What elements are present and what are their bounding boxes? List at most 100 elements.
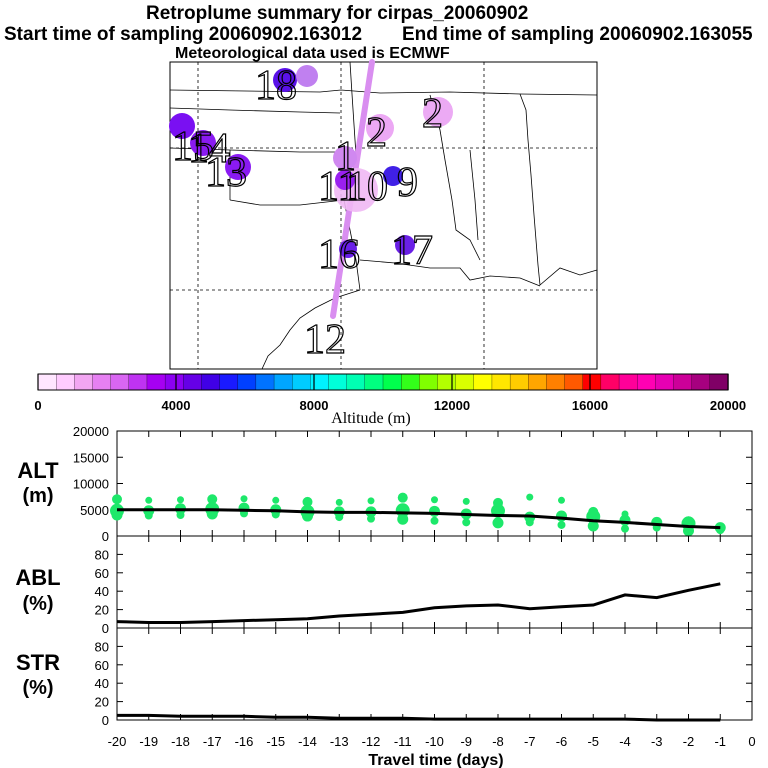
- cluster-label: 15: [172, 124, 214, 170]
- altitude-point: [144, 511, 153, 520]
- cluster-dot: [423, 97, 453, 127]
- colorbar-tick-label: 20000: [710, 398, 746, 413]
- cluster-label: 13: [205, 150, 247, 196]
- alt-panel: 20000 15000 10000 5000 0: [73, 424, 753, 544]
- colorbar-swatch: [292, 373, 312, 391]
- x-tick-label: -10: [425, 734, 444, 749]
- colorbar-swatch: [92, 373, 112, 391]
- met-data-label: Meteorological data used is ECMWF: [175, 45, 450, 62]
- colorbar-swatch: [473, 373, 493, 391]
- altitude-point: [525, 518, 534, 527]
- colorbar-tick-label: 12000: [434, 398, 470, 413]
- cluster-label-group: 18 2 2 15 14 13 1 10 9 11 16 17 12: [171, 62, 443, 363]
- y-tick-label: 0: [102, 529, 109, 544]
- y-tick-label: 20000: [73, 424, 109, 439]
- cluster-dot: [335, 170, 355, 190]
- colorbar-swatch: [419, 373, 439, 391]
- altitude-point: [526, 493, 534, 501]
- x-tick-label: -13: [330, 734, 349, 749]
- altitude-point: [397, 492, 408, 503]
- str-label: STR: [16, 650, 60, 675]
- colorbar-swatch: [509, 373, 529, 391]
- cluster-dot: [383, 166, 403, 186]
- colorbar-swatch: [110, 373, 130, 391]
- colorbar-tick-labels: 0 4000 8000 12000 16000 20000: [34, 374, 746, 413]
- altitude-point: [429, 505, 440, 517]
- alt-series-line: [117, 508, 721, 530]
- y-tick-label: 0: [102, 621, 109, 636]
- altitude-point: [587, 520, 599, 532]
- y-tick-label: 80: [95, 639, 109, 654]
- y-tick-label: 5000: [80, 503, 109, 518]
- altitude-point: [272, 496, 280, 504]
- colorbar-swatch: [673, 373, 693, 391]
- x-tick-label: -14: [298, 734, 317, 749]
- altitude-point: [145, 496, 153, 504]
- colorbar-swatch: [128, 373, 148, 391]
- end-time-label: End time of sampling 20060902.163055: [402, 24, 753, 45]
- altitude-point: [431, 496, 438, 504]
- start-time-label: Start time of sampling 20060902.163012: [4, 24, 363, 45]
- cluster-label: 2: [366, 110, 387, 156]
- colorbar-swatch: [582, 373, 602, 391]
- cluster-dot: [273, 68, 297, 92]
- altitude-point: [111, 509, 123, 521]
- colorbar-swatch: [455, 373, 475, 391]
- colorbar-swatch: [709, 373, 729, 391]
- cluster-dot: [339, 240, 357, 258]
- colorbar-swatch: [74, 373, 94, 391]
- colorbar-swatch: [691, 373, 711, 391]
- x-tick-label: -7: [524, 734, 536, 749]
- x-tick-label: -9: [460, 734, 472, 749]
- map-grid: [170, 62, 597, 369]
- colorbar-swatch: [546, 373, 566, 391]
- x-tick-label: -4: [619, 734, 631, 749]
- colorbar-swatch: [164, 373, 184, 391]
- cluster-label: 16: [318, 232, 360, 278]
- cluster-dot: [190, 130, 216, 156]
- x-tick-label: -8: [492, 734, 504, 749]
- colorbar-swatch: [564, 373, 584, 391]
- y-tick-label: 0: [102, 713, 109, 728]
- altitude-point: [492, 517, 504, 529]
- altitude-point: [621, 524, 629, 533]
- y-tick-label: 60: [95, 566, 109, 581]
- x-tick-label: -20: [108, 734, 127, 749]
- y-tick-label: 20: [95, 603, 109, 618]
- x-tick-label: -6: [556, 734, 568, 749]
- str-unit-label: (%): [22, 677, 53, 699]
- altitude-point: [207, 494, 218, 505]
- map-frame: [169, 61, 598, 370]
- cluster-label: 14: [188, 126, 230, 172]
- altitude-point: [240, 495, 248, 503]
- abl-panel: 80 60 40 20 0: [95, 535, 753, 636]
- cluster-dot: [225, 154, 251, 180]
- alt-unit-label: (m): [22, 485, 53, 507]
- x-tick-label: -11: [394, 734, 412, 749]
- colorbar-swatch: [401, 373, 420, 391]
- altitude-point: [335, 498, 343, 506]
- x-tick-label: -15: [266, 734, 285, 749]
- colorbar-swatch: [437, 373, 457, 391]
- str-series-line: [117, 713, 721, 722]
- y-tick-label: 80: [95, 547, 109, 562]
- y-tick-label: 10000: [73, 477, 109, 492]
- colorbar-swatch: [382, 373, 402, 391]
- colorbar-tick-label: 4000: [162, 398, 191, 413]
- abl-label: ABL: [15, 565, 60, 590]
- cluster-dot: [366, 114, 394, 142]
- altitude-point: [558, 496, 565, 504]
- colorbar-swatch: [346, 373, 366, 391]
- colorbar: 0 4000 8000 12000 16000 20000 Altitude (m): [34, 373, 746, 427]
- altitude-point: [397, 513, 409, 525]
- colorbar-swatch: [637, 373, 657, 391]
- altitude-point: [112, 494, 122, 505]
- cluster-dot: [333, 146, 357, 170]
- colorbar-tick-label: 0: [34, 398, 41, 413]
- x-tick-label: -1: [714, 734, 726, 749]
- colorbar-swatch: [56, 373, 75, 391]
- colorbar-swatch: [273, 373, 293, 391]
- colorbar-swatch: [37, 373, 57, 391]
- x-tick-label: -16: [235, 734, 254, 749]
